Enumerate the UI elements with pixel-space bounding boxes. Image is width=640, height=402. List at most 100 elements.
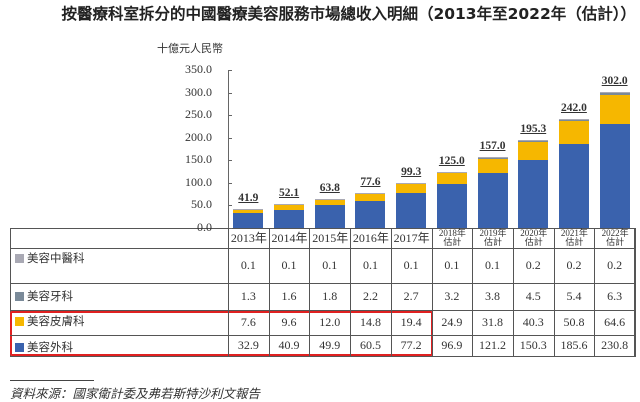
table-column-divider xyxy=(390,228,392,357)
table-cell: 3.8 xyxy=(485,288,501,303)
bar-segment xyxy=(558,121,589,145)
table-cell: 31.8 xyxy=(482,314,504,329)
table-row-label: 美容中醫科 xyxy=(15,250,85,266)
bar-segment xyxy=(233,209,264,214)
row-label-text: 美容牙科 xyxy=(27,289,73,303)
bar-total-label: 195.3 xyxy=(520,122,547,135)
table-column-divider xyxy=(228,228,229,357)
table-cell: 0.2 xyxy=(607,257,623,272)
table-header-year: 2021年 估計 xyxy=(553,228,595,248)
table-cell: 121.2 xyxy=(479,338,507,352)
y-tick-label: 150.0 xyxy=(185,152,212,167)
bar-total-label: 125.0 xyxy=(438,154,465,167)
table-column-divider xyxy=(553,228,555,357)
chart-title: 按醫療科室拆分的中國醫療美容服務市場總收入明細（2013年至2022年（估計）） xyxy=(61,5,636,23)
y-tick-label: 300.0 xyxy=(185,84,212,99)
bar-segment xyxy=(396,193,427,228)
y-tick xyxy=(228,115,232,117)
y-axis xyxy=(228,70,229,228)
y-tick xyxy=(228,182,232,184)
bar-segment xyxy=(436,173,467,185)
row-label-text: 美容外科 xyxy=(27,340,73,354)
header-year-text: 2019年 xyxy=(479,228,507,238)
table-cell: 40.3 xyxy=(522,314,544,329)
row-label-text: 美容中醫科 xyxy=(27,251,85,265)
table-row-divider xyxy=(10,283,635,284)
bar-segment xyxy=(558,118,589,122)
table-cell: 9.6 xyxy=(281,314,297,329)
bar-segment xyxy=(314,205,345,228)
header-estimate-text: 估計 xyxy=(484,237,503,247)
table-cell: 6.3 xyxy=(607,288,623,303)
table-cell: 2.7 xyxy=(403,288,419,303)
y-tick-label: 350.0 xyxy=(185,62,212,76)
header-year-text: 2013年 xyxy=(230,230,267,245)
bar-segment xyxy=(518,139,549,141)
bar-segment xyxy=(314,199,345,201)
header-year-text: 2017年 xyxy=(393,230,430,245)
table-cell: 77.2 xyxy=(400,338,422,352)
bar-segment xyxy=(314,200,345,206)
table-row-label: 美容外科 xyxy=(15,339,73,355)
table-header-year: 2018年 估計 xyxy=(431,228,473,248)
table-cell: 4.5 xyxy=(525,288,541,303)
table-cell: 150.3 xyxy=(519,338,547,352)
table-cell: 0.1 xyxy=(403,257,419,272)
legend-swatch-icon xyxy=(15,316,24,326)
header-year-text: 2016年 xyxy=(352,230,389,245)
bar-segment xyxy=(599,91,630,93)
bar-segment xyxy=(355,200,386,228)
table-cell: 32.9 xyxy=(237,338,259,352)
table-cell: 1.6 xyxy=(281,288,297,303)
bar-segment xyxy=(274,204,305,206)
table-cell: 0.1 xyxy=(322,257,338,272)
table-cell: 0.2 xyxy=(525,257,541,272)
table-cell: 49.9 xyxy=(319,338,341,352)
y-tick xyxy=(228,205,232,207)
table-cell: 19.4 xyxy=(400,314,422,329)
bar-total-label: 41.9 xyxy=(238,192,259,205)
table-cell: 2.2 xyxy=(362,288,378,303)
data-table xyxy=(10,228,635,357)
table-column-divider xyxy=(594,228,596,357)
table-row-label: 美容皮膚科 xyxy=(15,313,85,329)
bar-segment xyxy=(274,209,305,228)
y-tick-label: 250.0 xyxy=(185,107,212,122)
table-column-divider xyxy=(350,228,352,357)
source-divider xyxy=(10,380,94,381)
header-year-text: 2021年 xyxy=(560,228,588,238)
table-cell: 12.0 xyxy=(319,314,341,329)
legend-swatch-icon xyxy=(15,342,24,352)
bar-total-label: 77.6 xyxy=(360,175,381,188)
bar-segment xyxy=(599,123,630,228)
table-row-label: 美容牙科 xyxy=(15,288,73,304)
bar-segment xyxy=(477,158,508,174)
table-cell: 1.8 xyxy=(322,288,338,303)
table-cell: 3.2 xyxy=(444,288,460,303)
bar-segment xyxy=(518,139,549,142)
table-cell: 14.8 xyxy=(359,314,381,329)
header-estimate-text: 估計 xyxy=(443,237,462,247)
bar-total-label: 52.1 xyxy=(278,187,300,200)
bar-total-label: 99.3 xyxy=(401,166,422,179)
header-estimate-text: 估計 xyxy=(565,237,584,247)
table-header-year: 2017年 xyxy=(390,228,432,248)
table-column-divider xyxy=(512,228,514,357)
table-column-divider xyxy=(268,228,270,357)
bar-segment xyxy=(355,192,386,194)
bar-segment xyxy=(558,144,589,228)
bar-total-label: 63.8 xyxy=(319,182,340,195)
y-tick xyxy=(228,160,232,162)
legend-swatch-icon xyxy=(15,291,24,301)
table-cell: 185.6 xyxy=(560,338,588,352)
y-tick-label: 200.0 xyxy=(185,129,212,144)
table-header-year: 2016年 xyxy=(350,228,391,248)
y-tick xyxy=(228,70,232,71)
bar-segment xyxy=(355,194,386,201)
header-year-text: 2015年 xyxy=(312,230,349,245)
table-header-year: 2020年 估計 xyxy=(512,228,554,248)
table-row-divider xyxy=(10,248,635,249)
table-cell: 0.1 xyxy=(281,257,297,272)
bar-segment xyxy=(599,94,630,124)
legend-swatch-icon xyxy=(15,253,24,263)
